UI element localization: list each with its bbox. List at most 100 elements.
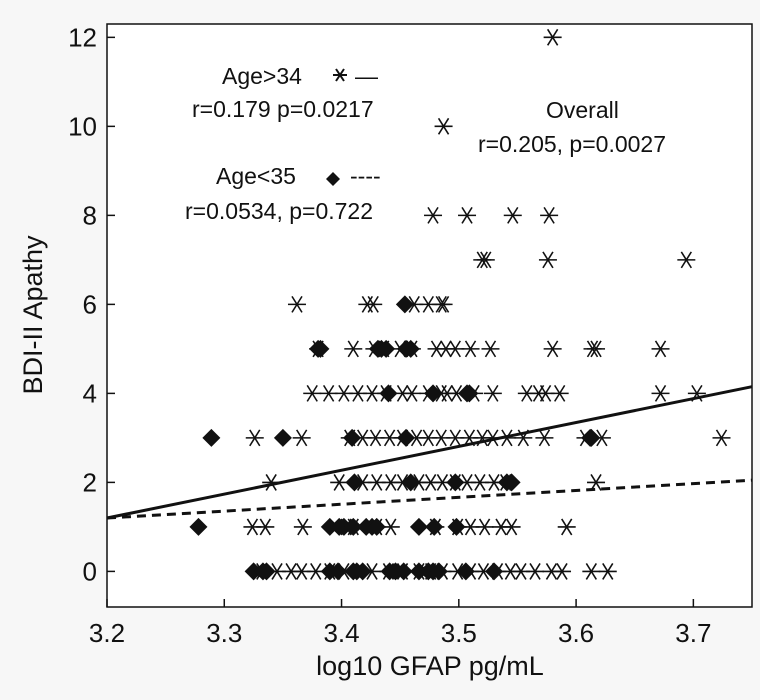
- diamond-point: [344, 517, 363, 536]
- asterisk-point: [461, 340, 480, 358]
- asterisk-legend-icon: [333, 68, 347, 82]
- diamond-point: [379, 384, 398, 403]
- younger-line-sample: ----: [350, 163, 381, 189]
- diamond-point: [397, 428, 416, 447]
- diamond-point: [343, 428, 362, 447]
- asterisk-point: [540, 206, 559, 224]
- y-tick-label: 4: [83, 378, 97, 408]
- asterisk-point: [245, 429, 264, 447]
- y-tick-label: 2: [83, 467, 97, 497]
- y-tick-label: 8: [83, 200, 97, 230]
- diamond-point: [460, 384, 479, 403]
- diamond-point: [424, 384, 443, 403]
- asterisk-point: [483, 384, 502, 402]
- asterisk-point: [712, 429, 731, 447]
- diamond-point: [401, 339, 420, 358]
- diamond-point: [582, 428, 601, 447]
- asterisk-point: [587, 340, 606, 358]
- older-fit-line: [106, 385, 753, 520]
- y-tick-label: 10: [68, 111, 97, 141]
- diamond-point: [202, 428, 221, 447]
- diamond-point: [395, 295, 414, 314]
- x-tick-label: 3.3: [206, 618, 242, 648]
- older-stats-label: r=0.179 p=0.0217: [192, 96, 374, 122]
- y-tick-label: 12: [68, 22, 97, 52]
- asterisk-point: [651, 340, 670, 358]
- diamond-point: [311, 339, 330, 358]
- x-tick-label: 3.7: [675, 618, 711, 648]
- diamond-point: [447, 517, 466, 536]
- asterisk-point: [424, 206, 443, 224]
- overall-label: Overall: [546, 97, 619, 123]
- diamond-legend-icon: [326, 172, 340, 186]
- annotation-younger: Age<35 ---- r=0.0534, p=0.722: [185, 163, 381, 224]
- asterisk-point: [319, 384, 338, 402]
- asterisk-point: [434, 117, 453, 135]
- diamond-point: [257, 562, 276, 581]
- axis-ticks: 3.2 3.3 3.4 3.5 3.6 3.7 0 2 4 6 8 10 12: [68, 22, 711, 648]
- data-points: [189, 28, 731, 581]
- asterisk-point: [543, 28, 562, 46]
- diamond-point: [334, 517, 353, 536]
- asterisk-point: [344, 340, 363, 358]
- diamond-point: [273, 428, 292, 447]
- y-tick-label: 6: [83, 289, 97, 319]
- x-tick-label: 3.5: [441, 618, 477, 648]
- asterisk-point: [651, 384, 670, 402]
- younger-group-label: Age<35: [216, 163, 296, 189]
- asterisk-point: [538, 251, 557, 269]
- x-axis-title: log10 GFAP pg/mL: [316, 651, 544, 681]
- asterisk-point: [292, 429, 311, 447]
- asterisk-point: [458, 206, 477, 224]
- asterisk-point: [476, 251, 495, 269]
- x-tick-label: 3.2: [89, 618, 125, 648]
- diamond-point: [485, 562, 503, 581]
- asterisk-point: [557, 518, 576, 536]
- asterisk-point: [434, 295, 453, 313]
- asterisk-point: [553, 562, 572, 580]
- asterisk-point: [687, 384, 706, 402]
- diamond-point: [409, 517, 428, 536]
- diamond-point: [446, 473, 465, 492]
- asterisk-point: [550, 384, 569, 402]
- asterisk-point: [256, 518, 275, 536]
- asterisk-point: [293, 518, 312, 536]
- asterisk-point: [481, 340, 500, 358]
- x-tick-label: 3.4: [323, 618, 359, 648]
- asterisk-point: [364, 295, 383, 313]
- diamond-point: [345, 473, 364, 492]
- asterisk-point: [287, 295, 306, 313]
- asterisk-point: [543, 340, 562, 358]
- annotation-older: Age>34 — r=0.179 p=0.0217: [192, 63, 378, 122]
- younger-fit-line: [106, 478, 753, 520]
- asterisk-point: [502, 518, 521, 536]
- asterisk-point: [402, 384, 421, 402]
- asterisk-point: [446, 340, 465, 358]
- diamond-point: [394, 562, 413, 581]
- diamond-point: [353, 562, 372, 581]
- older-line-sample: —: [355, 63, 378, 89]
- asterisk-point: [677, 251, 696, 269]
- diamond-point: [244, 562, 263, 581]
- diamond-point: [367, 517, 386, 536]
- diamond-point: [320, 517, 339, 536]
- asterisk-point: [475, 518, 494, 536]
- older-group-label: Age>34: [222, 63, 302, 89]
- plot-area: [106, 23, 753, 608]
- diamond-point: [377, 339, 396, 358]
- y-tick-label: 0: [83, 556, 97, 586]
- asterisk-point: [514, 429, 533, 447]
- asterisk-point: [262, 473, 281, 491]
- asterisk-point: [503, 206, 522, 224]
- y-axis-title: BDI-II Apathy: [18, 235, 48, 395]
- x-tick-label: 3.6: [558, 618, 594, 648]
- fit-lines: [106, 385, 753, 520]
- diamond-point: [425, 517, 444, 536]
- asterisk-point: [582, 562, 601, 580]
- younger-stats-label: r=0.0534, p=0.722: [185, 198, 373, 224]
- asterisk-point: [535, 429, 554, 447]
- asterisk-point: [587, 473, 606, 491]
- diamond-point: [429, 562, 448, 581]
- annotation-overall: Overall r=0.205, p=0.0027: [478, 97, 666, 157]
